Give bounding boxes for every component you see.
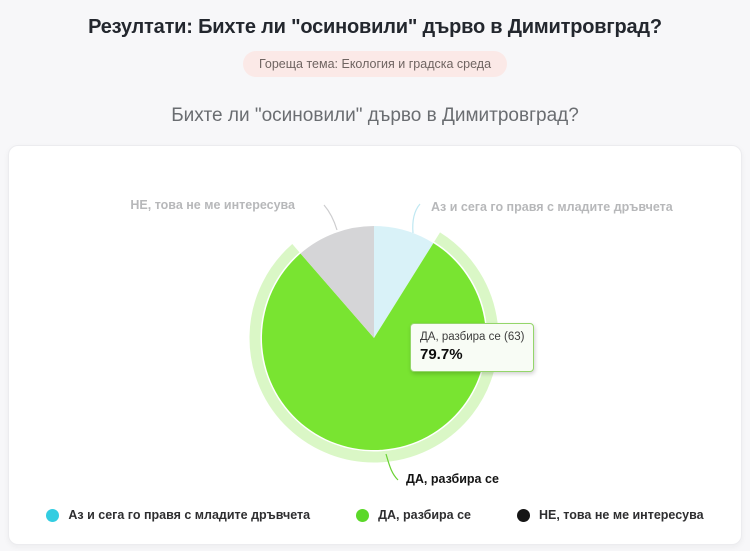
chart-title: Бихте ли "осиновили" дърво в Димитровгра… <box>171 105 579 126</box>
pie-slice-ne-tova-ne-me-interesuva[interactable] <box>300 226 375 338</box>
pie-slice-da-razbira-se[interactable] <box>261 243 486 451</box>
chart-tooltip: ДА, разбира се (63) 79.7% <box>410 323 535 372</box>
legend-item-ne[interactable]: НЕ, това не ме интересува <box>517 508 704 522</box>
topic-badge: Гореща тема: Екология и градска среда <box>242 51 508 77</box>
pie-label-da[interactable]: ДА, разбира се <box>406 472 499 486</box>
pie-label-ne[interactable]: НЕ, това не ме интересува <box>130 198 295 212</box>
pie-slice-az-i-sega-go-pravya[interactable] <box>374 226 434 338</box>
pie-svg <box>249 203 499 481</box>
connector-az-slice <box>412 203 421 234</box>
page-header: Резултати: Бихте ли "осиновили" дърво в … <box>0 0 750 77</box>
chart-card: НЕ, това не ме интересува Аз и сега го п… <box>8 145 742 545</box>
legend-label-az: Аз и сега го правя с младите дръвчета <box>68 508 311 522</box>
connector-da-slice <box>385 453 399 481</box>
legend-dot-da <box>356 508 370 522</box>
connector-ne-slice <box>323 204 338 231</box>
pie-chart: НЕ, това не ме интересува Аз и сега го п… <box>9 146 741 498</box>
legend-item-da[interactable]: ДА, разбира се <box>356 508 471 522</box>
tooltip-value: 79.7% <box>420 346 463 363</box>
legend-item-az[interactable]: Аз и сега го правя с младите дръвчета <box>46 508 310 522</box>
legend-dot-az <box>46 508 60 522</box>
legend-dot-ne <box>517 508 530 522</box>
legend-label-ne: НЕ, това не ме интересува <box>539 508 704 522</box>
hover-halo <box>249 232 499 463</box>
page-title: Резултати: Бихте ли "осиновили" дърво в … <box>88 16 662 38</box>
legend-label-da: ДА, разбира се <box>378 508 471 522</box>
pie-label-az[interactable]: Аз и сега го правя с младите дръвчета <box>431 200 673 214</box>
badge-row: Гореща тема: Екология и градска среда <box>0 51 750 77</box>
chart-legend: Аз и сега го правя с младите дръвчета ДА… <box>9 508 741 522</box>
tooltip-label: ДА, разбира се (63) <box>420 331 525 343</box>
